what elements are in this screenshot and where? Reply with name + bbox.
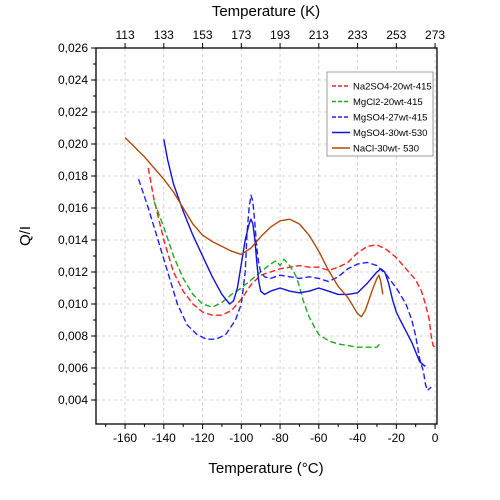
x-tick-label: -80 — [271, 431, 289, 445]
y-tick-label: 0,006 — [58, 361, 88, 375]
y-tick-label: 0,004 — [58, 393, 88, 407]
x2-tick-label: 113 — [115, 28, 134, 42]
x2-tick-label: 193 — [270, 28, 290, 42]
x2-axis-title: Temperature (K) — [212, 3, 320, 20]
series-line-3 — [137, 178, 432, 392]
legend-label: MgSO4-27wt-415 — [353, 113, 427, 124]
x-tick-label: -160 — [113, 431, 137, 445]
series-line-5 — [124, 137, 384, 318]
series-line-4 — [163, 139, 426, 367]
y-axis-title: Q/I — [17, 226, 34, 246]
x-tick-label: 0 — [432, 431, 439, 445]
x2-tick-label: 213 — [309, 28, 329, 42]
plot-frame — [95, 47, 438, 425]
axes: -160 -140 -120 -100 -80 -60 -40 -20 0 113 133 153 17… — [58, 28, 445, 445]
series-group — [124, 137, 436, 392]
x2-tick-label: 253 — [386, 28, 406, 42]
x-tick-label: -100 — [229, 431, 253, 445]
y-tick-label: 0,020 — [58, 137, 88, 151]
y-tick-label: 0,014 — [58, 233, 88, 247]
y-tick-label: 0,016 — [58, 201, 88, 215]
y-tick-label: 0,022 — [58, 105, 88, 119]
legend-label: MgSO4-30wt-530 — [353, 128, 427, 139]
x2-tick-label: 173 — [231, 28, 251, 42]
y-tick-label: 0,018 — [58, 169, 88, 183]
legend-label: Na2SO4-20wt-415 — [353, 82, 432, 93]
y-tick-label: 0,010 — [58, 297, 88, 311]
x2-tick-label: 233 — [348, 28, 368, 42]
x-tick-label: -120 — [191, 431, 215, 445]
legend-label: MgCl2-20wt-415 — [353, 97, 423, 108]
y-tick-label: 0,024 — [58, 73, 88, 87]
x-tick-label: -60 — [310, 431, 328, 445]
y-tick-label: 0,026 — [58, 41, 88, 55]
x-tick-label: -40 — [349, 431, 367, 445]
x2-tick-label: 273 — [425, 28, 445, 42]
series-line-2 — [153, 201, 382, 348]
x-axis-title: Temperature (°C) — [208, 460, 323, 477]
series-line-1 — [147, 167, 436, 348]
legend: Na2SO4-20wt-415 MgCl2-20wt-415 MgSO4-27wt-… — [326, 71, 434, 157]
x2-tick-label: 133 — [154, 28, 174, 42]
x-tick-label: -140 — [152, 431, 176, 445]
x2-tick-label: 153 — [193, 28, 213, 42]
y-tick-label: 0,008 — [58, 329, 88, 343]
y-tick-label: 0,012 — [58, 265, 88, 279]
legend-label: NaCl-30wt- 530 — [353, 144, 419, 155]
x-tick-label: -20 — [388, 431, 406, 445]
